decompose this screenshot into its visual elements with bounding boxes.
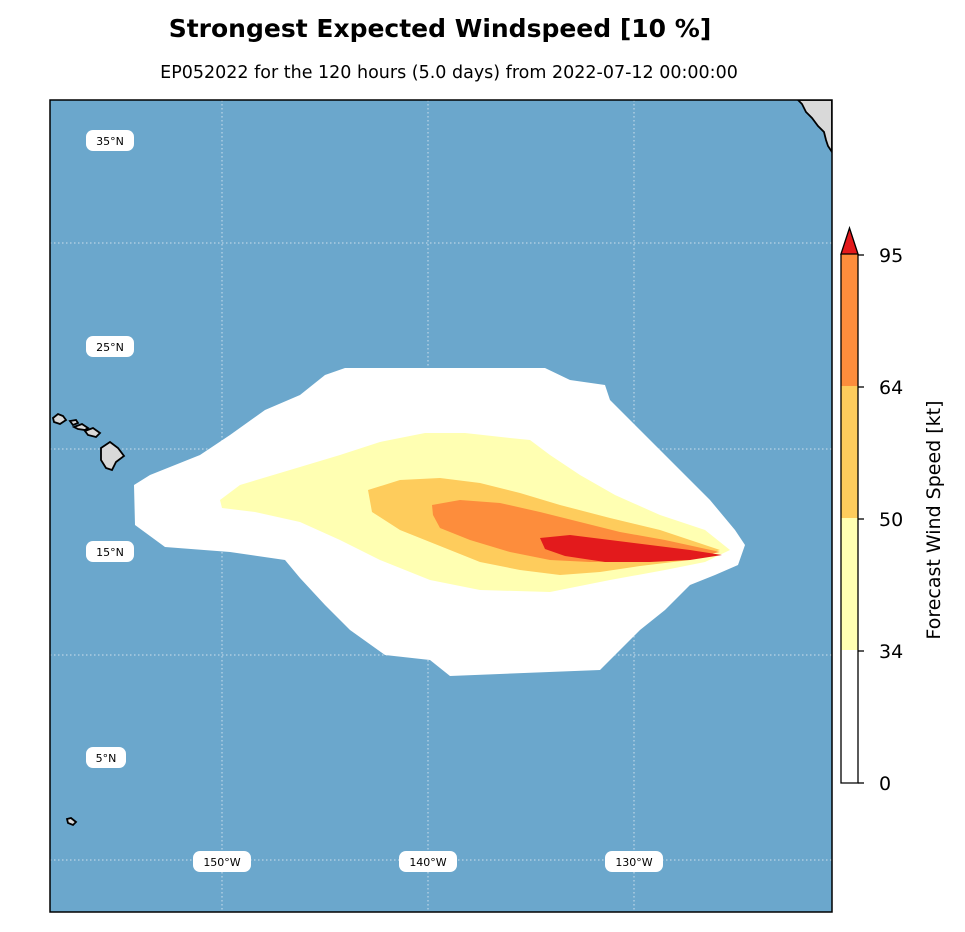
lat-label-35: 35°N <box>96 135 124 148</box>
colorbar-band-0-34 <box>841 650 858 783</box>
colorbar-tick-0: 0 <box>879 773 891 795</box>
lon-label-150w: 150°W <box>203 856 240 869</box>
lon-label-130w: 130°W <box>615 856 652 869</box>
wind-swath-core <box>540 535 722 562</box>
colorbar-tick-95: 95 <box>879 245 903 267</box>
colorbar-tick-34: 34 <box>879 641 903 663</box>
colorbar-tick-64: 64 <box>879 377 903 399</box>
coastline-north-america <box>796 100 832 154</box>
small-island <box>65 817 78 827</box>
map-frame <box>49 99 833 913</box>
graticule <box>50 100 832 912</box>
lon-labels: 150°W 140°W 130°W <box>193 851 663 872</box>
hawaii-islands <box>51 412 126 472</box>
lat-labels: 35°N 25°N 15°N 5°N <box>86 130 134 768</box>
lat-label-25: 25°N <box>96 341 124 354</box>
colorbar-tick-50: 50 <box>879 509 903 531</box>
lat-label-5: 5°N <box>96 752 117 765</box>
colorbar-label: Forecast Wind Speed [kt] <box>923 400 945 639</box>
colorbar-band-64-95 <box>841 254 858 386</box>
colorbar: 0 34 50 64 95 Forecast Wind Speed [kt] <box>840 225 945 795</box>
colorbar-band-50-64 <box>841 386 858 518</box>
lon-label-140w: 140°W <box>409 856 446 869</box>
chart-title: Strongest Expected Windspeed [10 %] <box>168 14 712 43</box>
colorbar-band-34-50 <box>841 518 858 650</box>
lat-label-15: 15°N <box>96 546 124 559</box>
colorbar-extend-arrow <box>840 225 859 255</box>
chart-subtitle: EP052022 for the 120 hours (5.0 days) fr… <box>160 63 738 83</box>
